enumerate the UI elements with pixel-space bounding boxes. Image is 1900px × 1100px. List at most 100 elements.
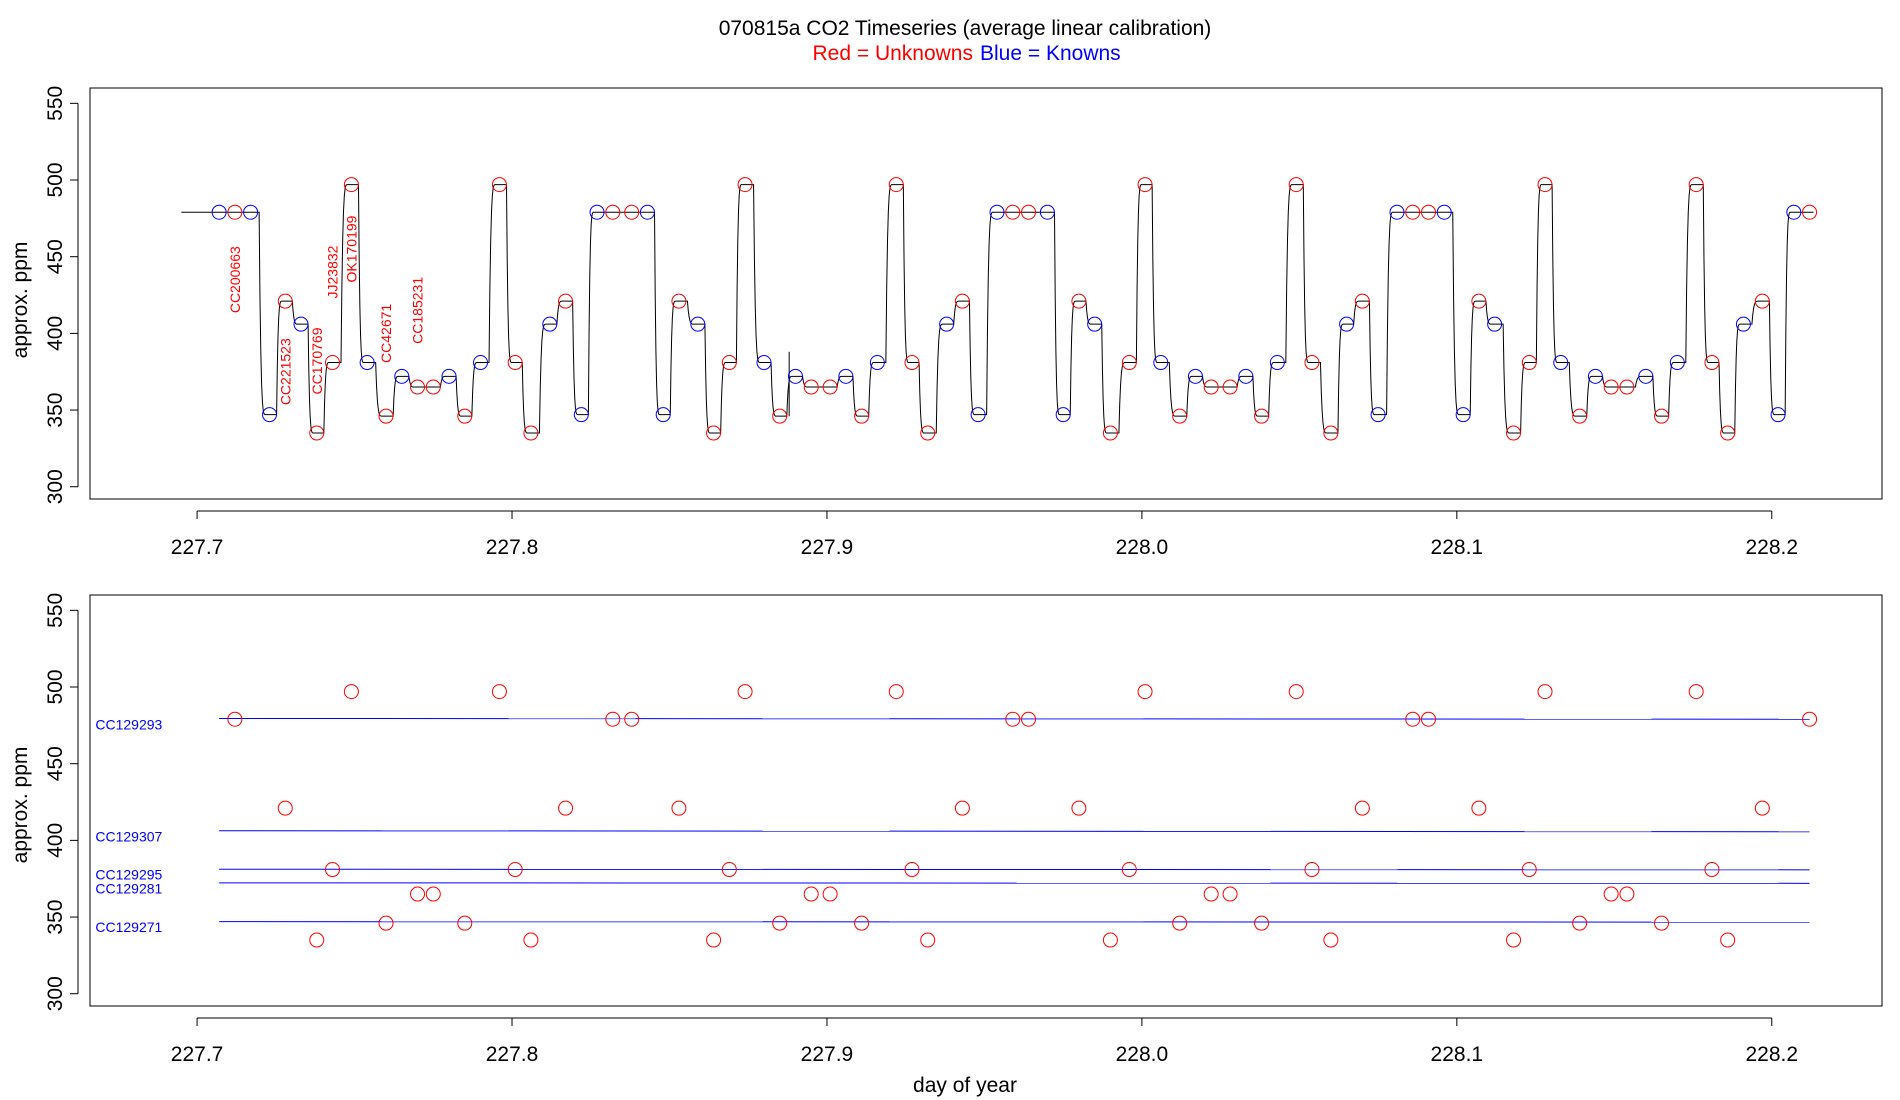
trace-layer (181, 184, 1814, 434)
known-point (1638, 368, 1654, 384)
reference-line (219, 830, 1810, 833)
unknown-point (1506, 932, 1522, 948)
unknown-point (706, 932, 722, 948)
unknown-point (1203, 379, 1219, 395)
known-point (1770, 407, 1786, 423)
unknown-point (523, 932, 539, 948)
unknown-point (410, 379, 426, 395)
y-tick-label: 450 (44, 746, 67, 781)
x-tick-label: 228.2 (1745, 1043, 1798, 1066)
unknown-point (1405, 711, 1421, 727)
sample-annotation: CC170769 (309, 327, 325, 394)
unknown-point (1137, 177, 1153, 193)
unknown-point (410, 886, 426, 902)
chart-title: 070815a CO2 Timeseries (average linear c… (719, 17, 1212, 40)
known-point (589, 204, 605, 220)
unknown-point (1572, 408, 1588, 424)
unknown-point (277, 800, 293, 816)
unknown-point (309, 932, 325, 948)
unknown-point (1323, 932, 1339, 948)
unknown-point (277, 293, 293, 309)
known-point (655, 407, 671, 423)
unknown-point (624, 711, 640, 727)
known-point (869, 355, 885, 371)
unknown-point (605, 711, 621, 727)
unknown-point (1471, 293, 1487, 309)
known-point (1786, 204, 1802, 220)
unknown-point (309, 425, 325, 441)
trace-line (181, 184, 1814, 434)
unknown-point (1754, 293, 1770, 309)
known-point (1238, 368, 1254, 384)
unknown-point (1405, 204, 1421, 220)
unknown-point (457, 408, 473, 424)
unknown-point (721, 355, 737, 371)
y-tick-label: 500 (44, 669, 67, 704)
sample-annotation: JJ23832 (325, 245, 341, 298)
sample-annotation: CC185231 (410, 277, 426, 344)
known-point (1339, 316, 1355, 332)
unknown-point (671, 800, 687, 816)
known-point (1735, 316, 1751, 332)
sample-annotation: OK170199 (343, 215, 359, 282)
plot-frame (89, 594, 1883, 1007)
known-point (243, 204, 259, 220)
unknown-point (888, 684, 904, 700)
known-point (1669, 355, 1685, 371)
unknown-point (1537, 684, 1553, 700)
unknown-point (1619, 379, 1635, 395)
unknown-point (1254, 915, 1270, 931)
reference-label: CC129295 (95, 867, 162, 883)
known-point (441, 368, 457, 384)
known-point (1389, 204, 1405, 220)
unknown-point (1222, 379, 1238, 395)
unknown-point (1354, 800, 1370, 816)
unknown-point (1619, 886, 1635, 902)
unknown-point (671, 293, 687, 309)
known-point (1487, 316, 1503, 332)
unknown-point (1254, 408, 1270, 424)
unknown-point (624, 204, 640, 220)
unknown-point (772, 915, 788, 931)
unknown-point (378, 408, 394, 424)
subtitle-unknowns: Red = Unknowns (812, 42, 973, 65)
y-axis-label: approx. ppm (9, 747, 32, 864)
known-point (542, 316, 558, 332)
unknown-point (803, 886, 819, 902)
unknown-point (1720, 425, 1736, 441)
unknown-point (425, 379, 441, 395)
unknown-point (1323, 425, 1339, 441)
known-point (639, 204, 655, 220)
unknown-point (954, 800, 970, 816)
y-axis: 300 350 400 450 500 550 (44, 593, 79, 1011)
unknown-point (1121, 862, 1137, 878)
known-point (1039, 204, 1055, 220)
unknown-point (1172, 915, 1188, 931)
y-tick-label: 550 (44, 593, 67, 628)
unknown-point (378, 915, 394, 931)
y-tick-label: 300 (44, 469, 67, 504)
unknown-point (491, 684, 507, 700)
known-point (838, 368, 854, 384)
known-point (1553, 355, 1569, 371)
unknown-point (1704, 355, 1720, 371)
unknown-point (920, 425, 936, 441)
unknown-point (227, 204, 243, 220)
unknown-point (954, 293, 970, 309)
known-point (211, 204, 227, 220)
unknown-point (325, 355, 341, 371)
unknown-point (1121, 355, 1137, 371)
x-tick-label: 228.2 (1745, 536, 1798, 559)
known-point (1087, 316, 1103, 332)
unknown-point (1203, 886, 1219, 902)
sample-annotation: CC200663 (227, 246, 243, 313)
reference-line (219, 868, 1810, 871)
unknown-point (1704, 862, 1720, 878)
known-point (1436, 204, 1452, 220)
x-tick-label: 228.1 (1431, 536, 1484, 559)
unknown-point (425, 886, 441, 902)
unknown-point (1005, 711, 1021, 727)
known-point (939, 316, 955, 332)
